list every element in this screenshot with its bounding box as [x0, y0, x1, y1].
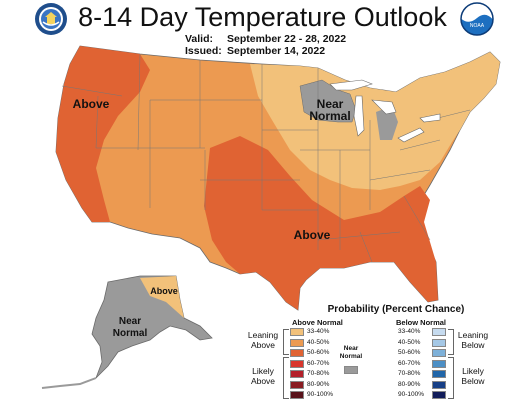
michigan-near-normal: [376, 106, 398, 140]
legend-above-head: Above Normal: [292, 318, 343, 327]
label-west-above: Above: [72, 97, 110, 111]
great-lakes: [329, 79, 441, 143]
legend-below-item-label: 90-100%: [398, 391, 425, 398]
legend-below-item-swatch: [432, 349, 446, 357]
legend-below-item-swatch: [432, 338, 446, 347]
legend-above-item-label: 70-80%: [307, 370, 330, 377]
legend-below-item-swatch: [432, 380, 446, 389]
legend-leaning-above: Leaning Above: [247, 330, 279, 350]
legend-below-item-label: 33-40%: [398, 328, 421, 335]
legend-near-normal-label: Near Normal: [339, 345, 363, 360]
valid-label: Valid:: [185, 33, 214, 45]
legend-below-item-swatch: [432, 391, 446, 399]
legend-above-item-swatch: [290, 349, 304, 357]
legend-above-item-label: 40-50%: [307, 338, 330, 346]
legend-below-item-swatch: [432, 328, 446, 336]
legend-above-item-label: 50-60%: [307, 349, 330, 356]
legend-above-item-swatch: [290, 359, 304, 368]
legend-above-item-swatch: [290, 338, 304, 347]
doc-seal-icon: [35, 3, 67, 35]
issued-label: Issued:: [185, 45, 222, 57]
legend-below-head: Below Normal: [396, 318, 447, 327]
legend-above-item-swatch: [290, 380, 304, 389]
legend-above-item-swatch: [290, 391, 304, 399]
bracket-likely-below: [448, 357, 454, 399]
legend-title: Probability (Percent Chance): [327, 304, 465, 315]
legend-below-item-swatch: [432, 370, 446, 378]
legend-above-item-swatch: [290, 370, 304, 378]
south-above-50-60: [204, 136, 438, 310]
bracket-likely-above: [283, 357, 289, 399]
legend-likely-below: Likely Below: [461, 366, 485, 386]
legend-above-item-label: 60-70%: [307, 359, 330, 367]
svg-text:NOAA: NOAA: [470, 23, 485, 29]
legend-below-item-swatch: [432, 359, 446, 368]
legend-above-item-label: 90-100%: [307, 391, 334, 398]
label-south-above: Above: [293, 228, 331, 242]
label-alaska-above: Above: [150, 286, 178, 296]
legend-below-item-label: 60-70%: [398, 359, 421, 367]
legend-below-item-label: 70-80%: [398, 370, 421, 377]
legend-near-normal-swatch: [344, 366, 358, 374]
alaska-above-33-40: [140, 276, 184, 318]
label-midwest-near-normal: Near Normal: [309, 97, 351, 123]
date-block: Valid: September 22 - 28, 2022 Issued: Sep…: [185, 33, 346, 57]
legend-above-item-swatch: [290, 328, 304, 336]
label-alaska-near-normal: Near Normal: [112, 316, 148, 339]
legend-leaning-below: Leaning Below: [457, 330, 489, 350]
noaa-logo-icon: NOAA: [460, 2, 494, 36]
legend-below-item-label: 80-90%: [398, 380, 421, 388]
valid-dates: September 22 - 28, 2022: [227, 33, 347, 45]
page-title: 8-14 Day Temperature Outlook: [78, 2, 447, 32]
aleutian-islands: [41, 377, 97, 389]
legend-above-item-label: 80-90%: [307, 380, 330, 388]
west-above-50-60: [56, 46, 150, 222]
legend-below-item-label: 40-50%: [398, 338, 421, 346]
bracket-leaning-below: [448, 329, 454, 355]
legend-likely-above: Likely Above: [250, 366, 276, 386]
bracket-leaning-above: [283, 329, 289, 355]
issued-date: September 14, 2022: [227, 45, 326, 57]
legend-above-item-label: 33-40%: [307, 328, 330, 335]
state-boundaries: [61, 53, 471, 263]
legend-below-item-label: 50-60%: [398, 349, 421, 356]
